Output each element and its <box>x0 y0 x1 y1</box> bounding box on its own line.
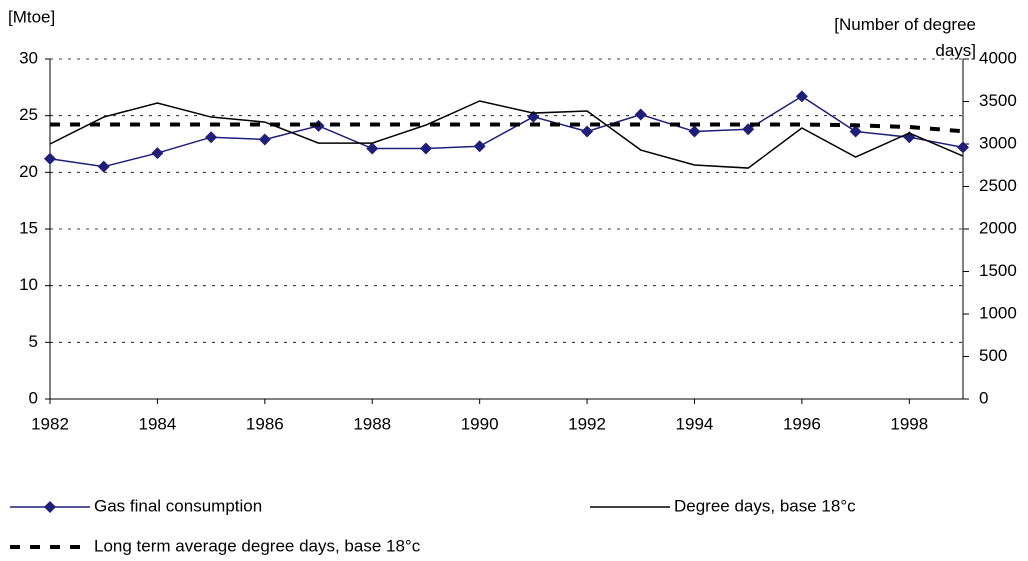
x-tick-label: 1992 <box>568 414 606 433</box>
point <box>527 110 540 123</box>
point <box>581 125 594 138</box>
point <box>688 125 701 138</box>
y2-tick-label: 1500 <box>979 261 1017 280</box>
legend-label: Degree days, base 18°c <box>674 496 856 515</box>
point <box>151 147 164 160</box>
legend-label: Gas final consumption <box>94 496 262 515</box>
point <box>419 142 432 155</box>
x-tick-label: 1984 <box>138 414 176 433</box>
point <box>205 131 218 144</box>
x-tick-label: 1988 <box>353 414 391 433</box>
y-tick-label: 0 <box>29 388 38 407</box>
x-tick-label: 1998 <box>890 414 928 433</box>
x-tick-label: 1990 <box>461 414 499 433</box>
y-tick-label: 20 <box>19 162 38 181</box>
y-tick-label: 15 <box>19 218 38 237</box>
point <box>366 142 379 155</box>
y-tick-label: 25 <box>19 105 38 124</box>
y-axis-label: [Mtoe] <box>8 7 55 26</box>
y2-tick-label: 3500 <box>979 91 1017 110</box>
series-line <box>49 100 964 169</box>
y2-tick-label: 4000 <box>979 48 1017 67</box>
point <box>97 160 110 173</box>
x-tick-label: 1986 <box>246 414 284 433</box>
y2-tick-label: 0 <box>979 388 988 407</box>
y2-tick-label: 2500 <box>979 176 1017 195</box>
legend-label: Long term average degree days, base 18°c <box>94 536 421 555</box>
y-tick-label: 10 <box>19 275 38 294</box>
x-tick-label: 1996 <box>783 414 821 433</box>
y2-tick-label: 1000 <box>979 303 1017 322</box>
x-tick-label: 1994 <box>676 414 714 433</box>
point <box>258 133 271 146</box>
point <box>795 90 808 103</box>
x-tick-label: 1982 <box>31 414 69 433</box>
point <box>957 141 969 154</box>
y-tick-label: 30 <box>19 48 38 67</box>
point <box>473 140 486 153</box>
point <box>634 108 647 121</box>
y2-tick-label: 3000 <box>979 133 1017 152</box>
legend-marker <box>44 501 56 513</box>
series-line <box>50 122 964 134</box>
y2-tick-label: 2000 <box>979 218 1017 237</box>
point <box>44 152 56 165</box>
y2-axis-label: [Number of degree days] <box>834 15 976 60</box>
series-line <box>49 95 964 168</box>
y-tick-label: 5 <box>29 332 38 351</box>
y2-tick-label: 500 <box>979 346 1007 365</box>
point <box>849 125 862 138</box>
